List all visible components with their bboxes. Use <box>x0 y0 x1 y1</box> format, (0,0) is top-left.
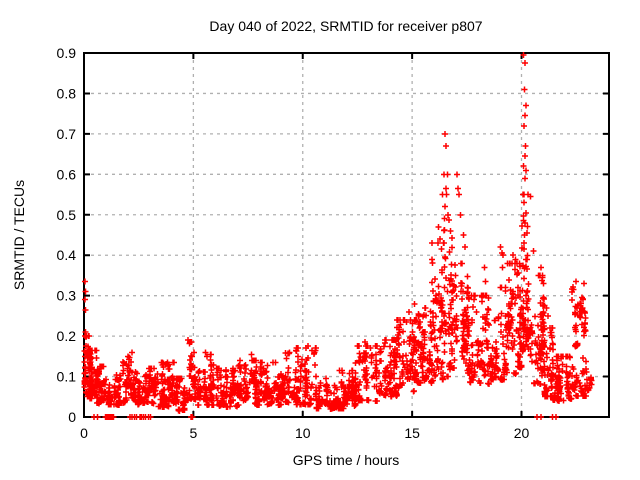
tick-marks-path <box>83 52 609 418</box>
x-tick-label: 5 <box>189 425 197 441</box>
y-tick-label: 0.8 <box>57 85 77 101</box>
grid-lines <box>84 53 609 417</box>
plot-border <box>83 52 610 418</box>
y-tick-labels: 0 0.1 0.2 0.3 0.4 0.5 0.6 0.7 0.8 0.9 <box>57 45 77 425</box>
y-tick-label: 0.9 <box>57 45 77 61</box>
y-tick-label: 0.4 <box>57 247 77 263</box>
axis-ticks <box>83 52 609 418</box>
y-tick-label: 0.7 <box>57 126 77 142</box>
y-tick-label: 0.3 <box>57 288 77 304</box>
y-tick-label: 0.6 <box>57 166 77 182</box>
grid-path <box>84 53 609 417</box>
x-tick-labels: 0 5 10 15 20 <box>80 425 529 441</box>
y-tick-label: 0.2 <box>57 328 77 344</box>
y-tick-label: 0 <box>68 409 76 425</box>
x-tick-label: 15 <box>404 425 420 441</box>
x-axis-label: GPS time / hours <box>293 452 400 468</box>
x-tick-label: 10 <box>295 425 311 441</box>
chart-title: Day 040 of 2022, SRMTID for receiver p80… <box>209 18 482 34</box>
y-tick-label: 0.1 <box>57 369 77 385</box>
y-axis-label: SRMTID / TECUs <box>11 180 27 290</box>
y-tick-label: 0.5 <box>57 207 77 223</box>
data-points <box>81 52 595 420</box>
x-tick-label: 0 <box>80 425 88 441</box>
srmtid-points-path <box>81 52 595 420</box>
x-tick-label: 20 <box>514 425 530 441</box>
border-rect <box>83 52 610 418</box>
